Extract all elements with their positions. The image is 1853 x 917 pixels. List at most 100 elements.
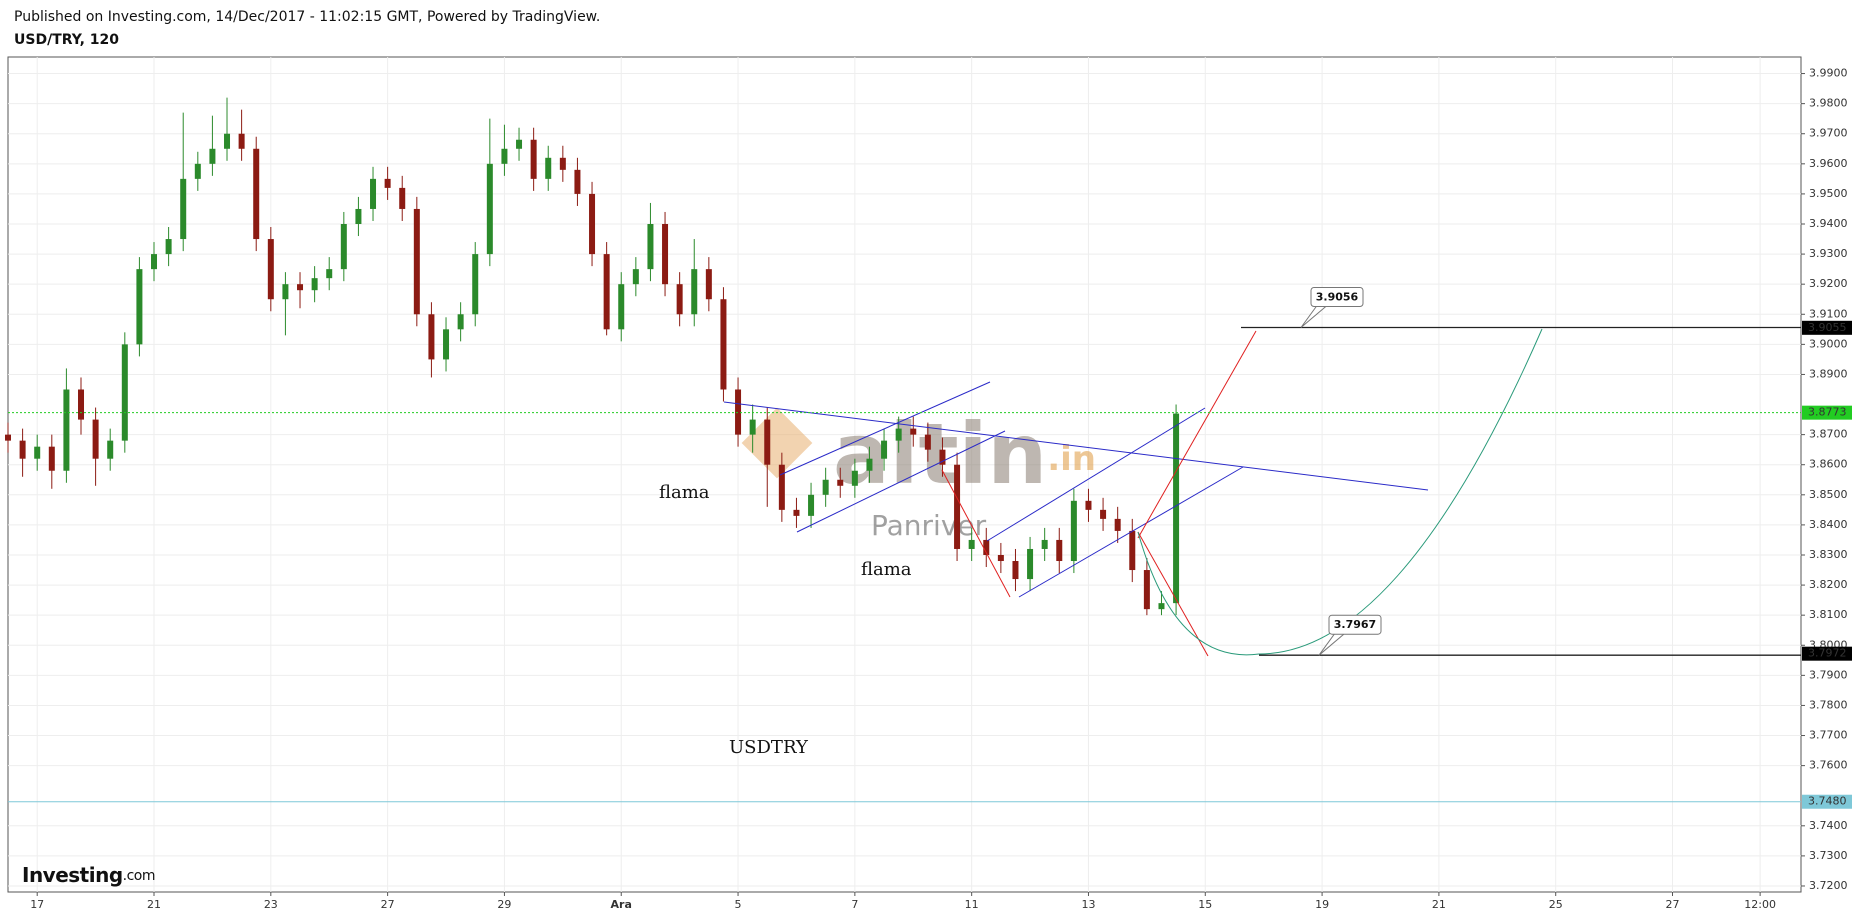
y-tick-label: 3.9000 <box>1809 337 1848 350</box>
candle-body <box>1041 539 1048 549</box>
candle-body <box>881 440 888 459</box>
candle-body <box>253 148 260 240</box>
candle-body <box>808 494 815 516</box>
candle-body <box>501 148 508 164</box>
y-tick-label: 3.7800 <box>1809 698 1848 711</box>
candle-body <box>428 314 435 360</box>
price-badge-label: 3.8773 <box>1808 406 1847 419</box>
channel-line <box>779 381 991 476</box>
y-tick-label: 3.9200 <box>1809 277 1848 290</box>
y-tick-label: 3.8400 <box>1809 518 1848 531</box>
candle-body <box>194 163 201 179</box>
price-badge-label: 3.9055 <box>1808 321 1847 334</box>
candle-body <box>121 344 128 441</box>
symbol-title: USD/TRY, 120 <box>14 32 119 48</box>
candle-body <box>662 224 669 285</box>
candle-body <box>647 224 654 270</box>
candle-body <box>19 440 26 459</box>
y-tick-label: 3.7700 <box>1809 729 1848 742</box>
price-badge <box>1802 320 1852 335</box>
candle-body <box>1070 500 1077 562</box>
candle-body <box>136 269 143 345</box>
grid: 3.7200 3.7300 3.7400 3.7600 3.7700 3.7800 3.79… <box>8 57 1848 911</box>
y-tick-label: 3.8600 <box>1809 458 1848 471</box>
logo-name: Investing <box>22 863 123 887</box>
candle-body <box>705 269 712 300</box>
candle-body <box>997 554 1004 562</box>
channel-line <box>796 430 1006 533</box>
x-tick-label: 13 <box>1081 898 1095 911</box>
candle-body <box>1012 561 1019 580</box>
candle-body <box>837 479 844 486</box>
annotation: USDTRY <box>729 737 809 758</box>
candle-body <box>954 464 961 549</box>
candle-body <box>370 178 377 209</box>
candle-body <box>209 148 216 164</box>
channel-line <box>986 407 1206 542</box>
candle-body <box>384 178 391 188</box>
candle-body <box>457 314 464 330</box>
x-tick-label: 21 <box>147 898 161 911</box>
candle-body <box>910 428 917 435</box>
x-tick-label: 19 <box>1315 898 1329 911</box>
drawings <box>723 328 1543 657</box>
candle-body <box>1114 518 1121 531</box>
x-tick-label: 7 <box>851 898 858 911</box>
candle-body <box>866 458 873 471</box>
y-tick-label: 3.7900 <box>1809 668 1848 681</box>
candle-body <box>151 254 158 270</box>
trend-line <box>723 401 1429 491</box>
candle-body <box>1056 539 1063 562</box>
candle-body <box>574 169 581 194</box>
y-tick-label: 3.9800 <box>1809 97 1848 110</box>
candle-body <box>1158 603 1165 610</box>
candle-body <box>48 446 55 471</box>
candle-body <box>545 157 552 179</box>
candle-body <box>34 446 41 459</box>
x-tick-label: 12:00 <box>1744 898 1776 911</box>
y-tick-label: 3.8300 <box>1809 548 1848 561</box>
candle-body <box>1143 570 1150 610</box>
candle-body <box>589 193 596 255</box>
y-tick-label: 3.7200 <box>1809 879 1848 892</box>
candle-body <box>282 284 289 300</box>
red-line <box>1137 531 1209 657</box>
candle-body <box>632 269 639 285</box>
x-tick-label: 27 <box>381 898 395 911</box>
candles <box>5 97 1180 616</box>
y-tick-label: 3.8700 <box>1809 428 1848 441</box>
candle-body <box>1173 413 1180 604</box>
candle-body <box>618 284 625 330</box>
candle-body <box>735 389 742 435</box>
x-tick-label: 27 <box>1666 898 1680 911</box>
candle-body <box>340 224 347 270</box>
x-tick-label: 11 <box>965 898 979 911</box>
logo-suffix: .com <box>123 868 155 884</box>
x-tick-label: 23 <box>264 898 278 911</box>
candle-body <box>267 239 274 300</box>
candle-body <box>924 434 931 450</box>
channel-line <box>1018 466 1244 598</box>
candle-body <box>224 133 231 149</box>
red-line <box>941 469 1011 598</box>
candle-body <box>5 434 11 441</box>
plot-frame <box>7 56 1802 893</box>
candle-body <box>1027 548 1034 580</box>
candle-body <box>355 208 362 224</box>
y-tick-label: 3.7600 <box>1809 759 1848 772</box>
y-tick-label: 3.9400 <box>1809 217 1848 230</box>
x-tick-label: 5 <box>735 898 742 911</box>
candle-body <box>720 299 727 390</box>
candle-body <box>778 464 785 510</box>
candle-body <box>63 389 70 471</box>
candle-body <box>1085 500 1092 510</box>
y-tick-label: 3.7300 <box>1809 849 1848 862</box>
x-tick-label: Ara <box>611 898 632 911</box>
price-badge <box>1802 405 1852 420</box>
levels: 3.9055 3.8773 3.7972 3.7480 3.9056 3.7967 <box>8 287 1852 809</box>
y-tick-label: 3.9300 <box>1809 247 1848 260</box>
candle-body <box>78 389 85 420</box>
candle-body <box>851 470 858 486</box>
x-tick-label: 17 <box>30 898 44 911</box>
